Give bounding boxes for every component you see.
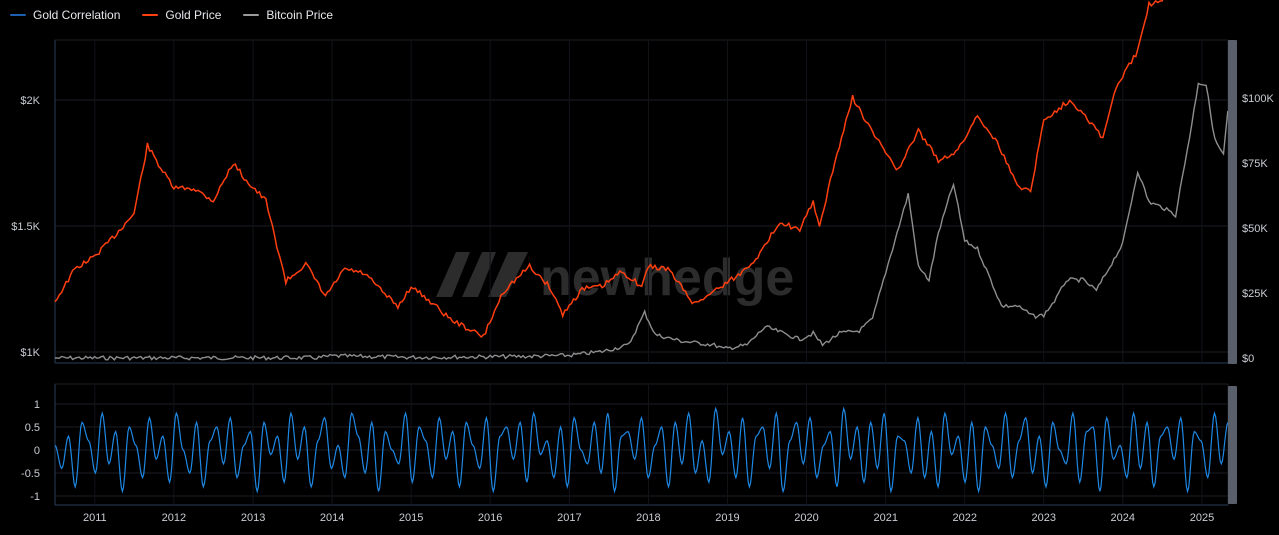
main-chart-grid	[54, 39, 1229, 364]
x-tick-label: 2024	[1111, 512, 1135, 524]
x-tick-label: 2013	[241, 512, 265, 524]
legend-swatch-gold-correlation	[10, 14, 26, 16]
y-right-tick-label: $50K	[1242, 223, 1268, 235]
gold-correlation-line	[54, 406, 1229, 494]
gold-price-line	[54, 0, 1164, 339]
x-tick-label: 2019	[715, 512, 739, 524]
legend-label-gold-correlation: Gold Correlation	[33, 8, 121, 22]
legend-swatch-bitcoin-price	[243, 14, 260, 16]
y-right-tick-label: $25K	[1242, 288, 1268, 300]
x-tick-label: 2014	[320, 512, 344, 524]
series-layer	[54, 0, 1229, 494]
x-tick-label: 2021	[873, 512, 897, 524]
watermark-logo-mark-2	[462, 252, 496, 297]
y-right-tick-label: $100K	[1242, 93, 1274, 105]
x-tick-label: 2011	[83, 512, 107, 524]
legend-item-gold-correlation[interactable]: Gold Correlation	[10, 8, 120, 22]
correlation-tick-label: 0	[34, 445, 40, 457]
correlation-tick-label: -1	[30, 491, 40, 503]
correlation-chart-grid	[54, 383, 1229, 506]
x-tick-label: 2017	[557, 512, 581, 524]
x-tick-label: 2022	[952, 512, 976, 524]
x-tick-label: 2025	[1190, 512, 1214, 524]
x-tick-label: 2023	[1032, 512, 1056, 524]
watermark-logo-mark	[436, 252, 470, 297]
watermark-text: newhedge	[540, 249, 794, 307]
x-tick-label: 2020	[794, 512, 818, 524]
y-left-tick-label: $2K	[20, 95, 40, 107]
y-right-tick-label: $0	[1242, 353, 1254, 365]
legend-swatch-gold-price	[142, 14, 159, 16]
correlation-scrollbar[interactable]	[1228, 386, 1237, 504]
y-left-tick-label: $1K	[20, 347, 40, 359]
legend-item-bitcoin-price[interactable]: Bitcoin Price	[243, 8, 333, 22]
correlation-tick-label: 0.5	[25, 422, 40, 434]
legend-item-gold-price[interactable]: Gold Price	[142, 8, 221, 22]
watermark-logo-mark-3	[488, 252, 528, 297]
main-plot-frame	[54, 39, 1229, 364]
x-tick-label: 2012	[162, 512, 186, 524]
sub-plot-frame	[54, 383, 1229, 506]
correlation-tick-label: 1	[34, 399, 40, 411]
x-tick-label: 2016	[478, 512, 502, 524]
y-right-tick-label: $75K	[1242, 158, 1268, 170]
main-scrollbar[interactable]	[1228, 40, 1237, 364]
correlation-tick-label: -0.5	[21, 468, 40, 480]
x-tick-label: 2015	[399, 512, 423, 524]
y-left-tick-label: $1.5K	[11, 221, 40, 233]
axis-layer: $1K$1.5K$2K$2.5K$3K$0$25K$50K$75K$100K10…	[11, 93, 1274, 524]
legend-label-bitcoin-price: Bitcoin Price	[266, 8, 334, 22]
chart-legend: Gold Correlation Gold Price Bitcoin Pric…	[10, 4, 333, 26]
bitcoin-price-line	[55, 82, 1229, 361]
x-tick-label: 2018	[636, 512, 660, 524]
legend-label-gold-price: Gold Price	[165, 8, 222, 22]
